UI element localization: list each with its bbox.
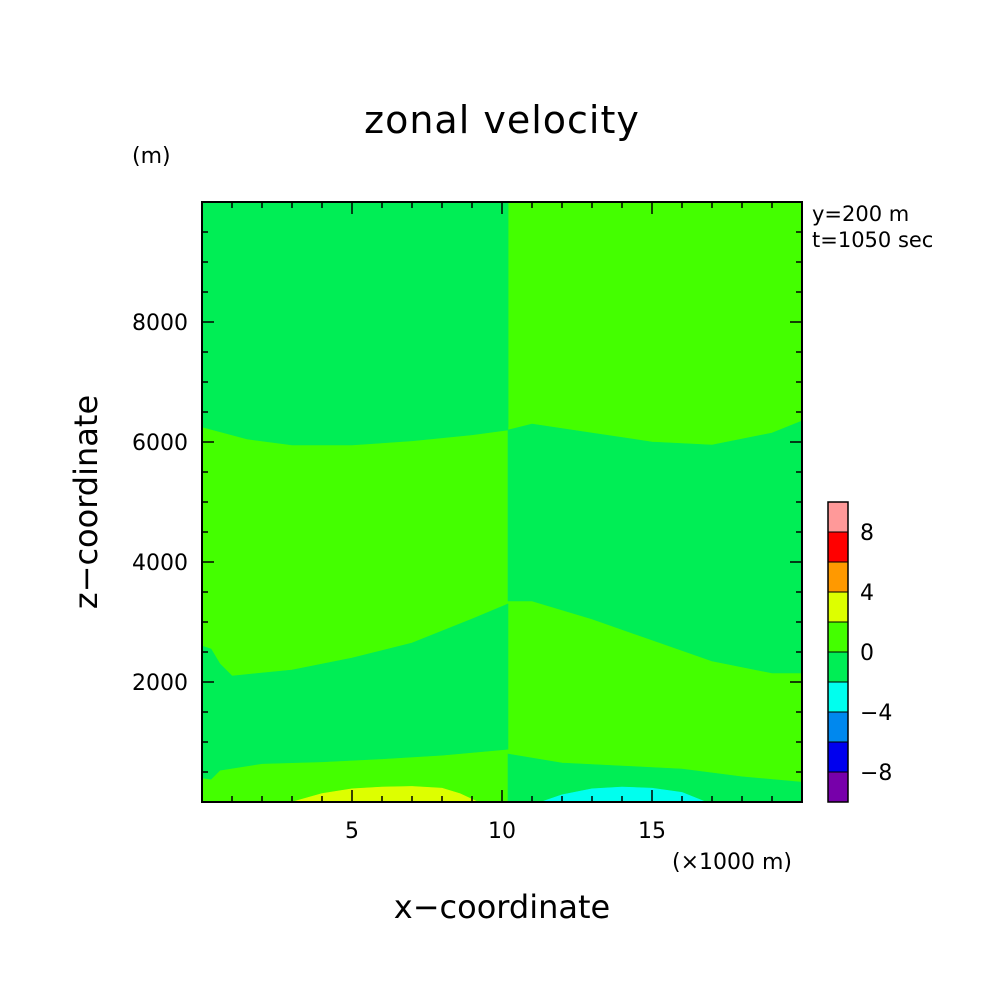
annotation-y-position: y=200 m	[812, 202, 910, 226]
contour-band-3	[507, 420, 802, 674]
colorbar-segment	[827, 561, 849, 593]
contour-band-4	[507, 753, 802, 802]
colorbar-tick-label: −8	[860, 761, 892, 786]
contour-band-2	[202, 603, 509, 780]
y-tick-label: 6000	[132, 431, 188, 456]
colorbar-tick-label: −4	[860, 701, 892, 726]
y-tick-label: 4000	[132, 551, 188, 576]
colorbar-segment	[827, 651, 849, 683]
annotation-time: t=1050 sec	[812, 228, 934, 252]
colorbar-segment	[827, 531, 849, 563]
colorbar-segment	[827, 681, 849, 713]
colorbar-segment	[827, 771, 849, 803]
colorbar-tick-label: 0	[860, 641, 874, 666]
colorbar-tick-label: 4	[860, 581, 874, 606]
contour-bands	[202, 202, 802, 802]
x-axis-unit: (×1000 m)	[672, 850, 793, 875]
colorbar: 8 4 0 −4 −8	[827, 501, 892, 803]
y-tick-label: 2000	[132, 671, 188, 696]
x-tick-label: 10	[488, 819, 516, 844]
axis-ticks	[202, 202, 802, 802]
colorbar-segment	[827, 711, 849, 743]
contour-band-6	[540, 786, 707, 802]
contour-band-1	[202, 202, 509, 446]
colorbar-tick-label: 8	[860, 521, 874, 546]
x-tick-label: 15	[638, 819, 666, 844]
y-axis-unit: (m)	[132, 144, 171, 169]
chart-title: zonal velocity	[364, 98, 640, 142]
colorbar-segment	[827, 501, 849, 533]
colorbar-segment	[827, 621, 849, 653]
y-tick-label: 8000	[132, 311, 188, 336]
colorbar-frame	[827, 501, 849, 803]
x-tick-label: 5	[345, 819, 359, 844]
colorbar-segment	[827, 741, 849, 773]
colorbar-segment	[827, 591, 849, 623]
x-axis-label: x−coordinate	[393, 888, 611, 926]
